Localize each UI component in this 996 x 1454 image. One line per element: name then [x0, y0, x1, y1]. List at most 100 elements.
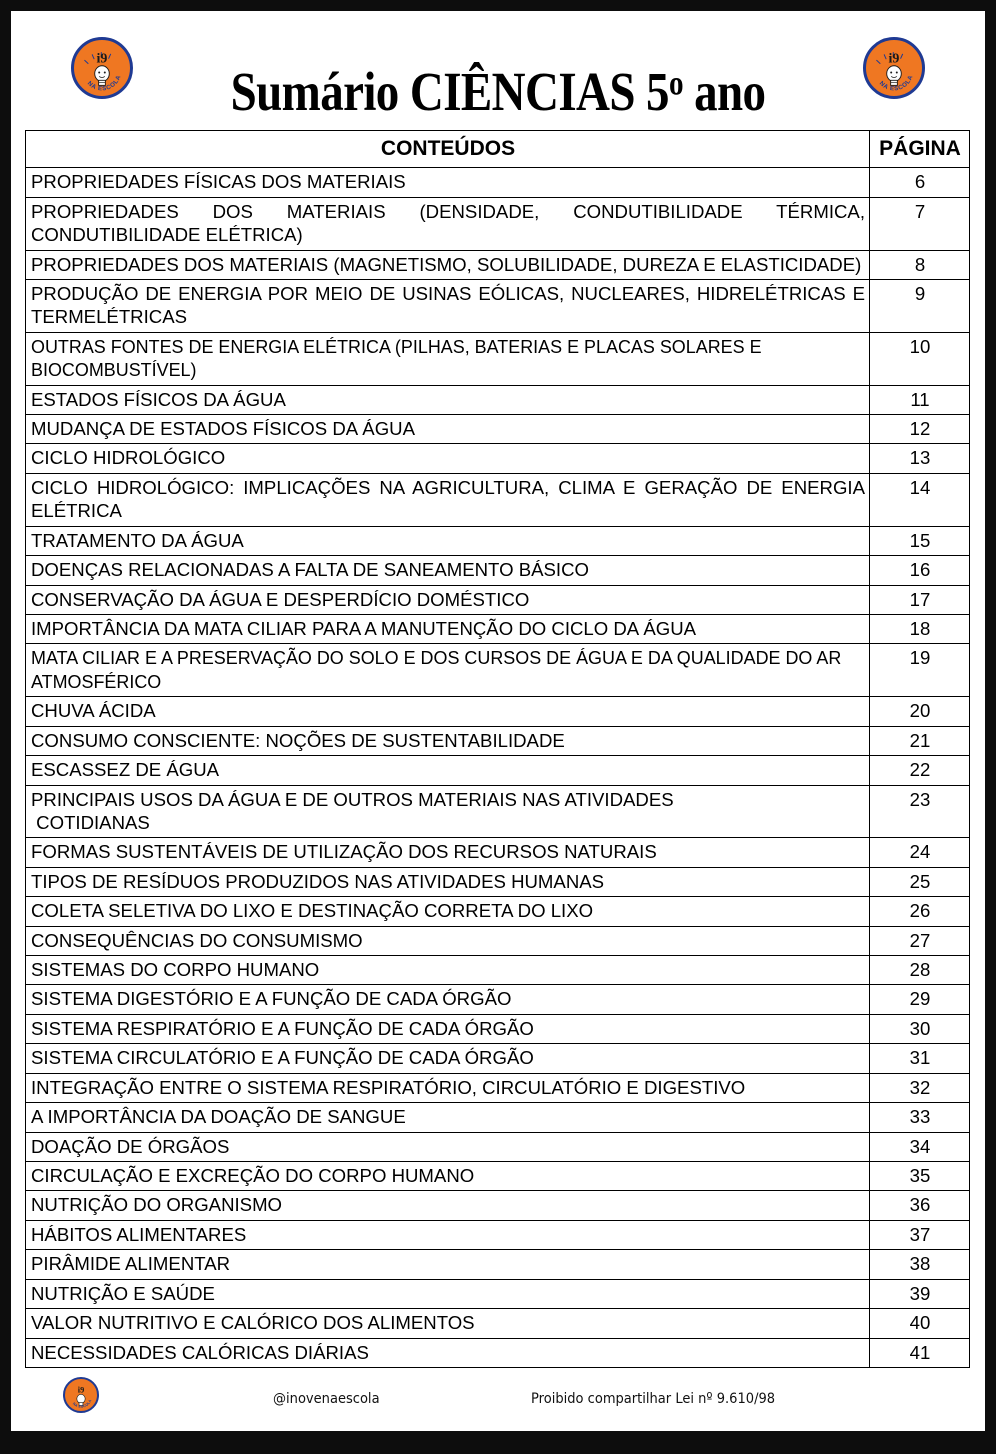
- conteudo-text: A IMPORTÂNCIA DA DOAÇÃO DE SANGUE: [31, 1106, 406, 1128]
- table-row: TIPOS DE RESÍDUOS PRODUZIDOS NAS ATIVIDA…: [25, 866, 970, 898]
- table-row: CONSUMO CONSCIENTE: NOÇÕES DE SUSTENTABI…: [25, 725, 970, 757]
- table-row: SISTEMAS DO CORPO HUMANO 28: [25, 955, 970, 986]
- conteudo-text: PROPRIEDADES FÍSICAS DOS MATERIAIS: [31, 171, 406, 193]
- cell-conteudo: CIRCULAÇÃO E EXCREÇÃO DO CORPO HUMANO: [25, 1161, 870, 1192]
- column-header-conteudos: CONTEÚDOS: [25, 129, 870, 169]
- cell-conteudo: A IMPORTÂNCIA DA DOAÇÃO DE SANGUE: [25, 1102, 870, 1133]
- table-row: CICLO HIDROLÓGICO 13: [25, 443, 970, 474]
- table-header-row: CONTEÚDOS PÁGINA: [25, 129, 970, 169]
- cell-conteudo: COLETA SELETIVA DO LIXO E DESTINAÇÃO COR…: [25, 896, 870, 927]
- cell-pagina: 41: [869, 1337, 970, 1368]
- summary-table: CONTEÚDOS PÁGINA PROPRIEDADES FÍSICAS DO…: [25, 129, 970, 1368]
- page-title-ordinal: o: [668, 65, 684, 104]
- conteudo-text: DOENÇAS RELACIONADAS A FALTA DE SANEAMEN…: [31, 559, 589, 581]
- cell-conteudo: FORMAS SUSTENTÁVEIS DE UTILIZAÇÃO DOS RE…: [25, 837, 870, 868]
- cell-conteudo: MUDANÇA DE ESTADOS FÍSICOS DA ÁGUA: [25, 414, 870, 445]
- cell-conteudo: ESCASSEZ DE ÁGUA: [25, 755, 870, 786]
- table-row: CONSERVAÇÃO DA ÁGUA E DESPERDÍCIO DOMÉST…: [25, 584, 970, 616]
- table-row: PROPRIEDADES DOS MATERIAIS (MAGNETISMO, …: [25, 249, 970, 280]
- cell-pagina: 31: [869, 1043, 970, 1074]
- cell-pagina: 25: [869, 866, 970, 898]
- conteudo-text: FORMAS SUSTENTÁVEIS DE UTILIZAÇÃO DOS RE…: [31, 841, 657, 863]
- table-row: SISTEMA CIRCULATÓRIO E A FUNÇÃO DE CADA …: [25, 1043, 970, 1074]
- conteudo-text: SISTEMA CIRCULATÓRIO E A FUNÇÃO DE CADA …: [31, 1047, 534, 1069]
- cell-conteudo: ESTADOS FÍSICOS DA ÁGUA: [25, 384, 870, 416]
- cell-conteudo: PIRÂMIDE ALIMENTAR: [25, 1249, 870, 1280]
- table-row: CHUVA ÁCIDA 20: [25, 696, 970, 727]
- conteudo-text: SISTEMA RESPIRATÓRIO E A FUNÇÃO DE CADA …: [31, 1017, 534, 1039]
- cell-conteudo: TIPOS DE RESÍDUOS PRODUZIDOS NAS ATIVIDA…: [25, 866, 870, 898]
- conteudo-text: SISTEMAS DO CORPO HUMANO: [31, 959, 320, 981]
- table-row: DOENÇAS RELACIONADAS A FALTA DE SANEAMEN…: [25, 555, 970, 586]
- svg-text:i9: i9: [889, 51, 900, 66]
- conteudo-text: MATA CILIAR E A PRESERVAÇÃO DO SOLO E DO…: [31, 647, 846, 692]
- cell-pagina: 15: [869, 525, 970, 557]
- cell-pagina: 19: [869, 643, 970, 698]
- conteudo-text: PRINCIPAIS USOS DA ÁGUA E DE OUTROS MATE…: [31, 788, 674, 833]
- cell-pagina: 37: [869, 1219, 970, 1251]
- cell-conteudo: PRODUÇÃO DE ENERGIA POR MEIO DE USINAS E…: [25, 278, 870, 333]
- conteudo-text: CICLO HIDROLÓGICO: [31, 447, 226, 469]
- conteudo-text: HÁBITOS ALIMENTARES: [31, 1223, 247, 1245]
- table-row: PIRÂMIDE ALIMENTAR 38: [25, 1249, 970, 1280]
- cell-pagina: 27: [869, 925, 970, 957]
- cell-pagina: 34: [869, 1131, 970, 1163]
- conteudo-text: SISTEMA DIGESTÓRIO E A FUNÇÃO DE CADA ÓR…: [31, 988, 512, 1010]
- cell-conteudo: SISTEMA RESPIRATÓRIO E A FUNÇÃO DE CADA …: [25, 1013, 870, 1045]
- cell-conteudo: PROPRIEDADES DOS MATERIAIS (DENSIDADE, C…: [25, 196, 871, 251]
- table-row: MUDANÇA DE ESTADOS FÍSICOS DA ÁGUA 12: [25, 414, 970, 445]
- document-footer: i9 NA ESCOLA @inovenaescola Proibido com…: [11, 1369, 985, 1431]
- conteudo-text: NUTRIÇÃO E SAÚDE: [31, 1282, 215, 1304]
- conteudo-text: PIRÂMIDE ALIMENTAR: [31, 1253, 231, 1275]
- conteudo-text: PROPRIEDADES DOS MATERIAIS (DENSIDADE, C…: [31, 200, 871, 246]
- table-row: CIRCULAÇÃO E EXCREÇÃO DO CORPO HUMANO 35: [25, 1161, 970, 1192]
- cell-pagina: 29: [869, 984, 970, 1015]
- cell-conteudo: SISTEMA DIGESTÓRIO E A FUNÇÃO DE CADA ÓR…: [25, 984, 870, 1015]
- table-row: ESCASSEZ DE ÁGUA 22: [25, 755, 970, 786]
- conteudo-text: DOAÇÃO DE ÓRGÃOS: [31, 1135, 230, 1157]
- conteudo-text: IMPORTÂNCIA DA MATA CILIAR PARA A MANUTE…: [31, 618, 697, 639]
- cell-conteudo: PROPRIEDADES FÍSICAS DOS MATERIAIS: [25, 167, 870, 198]
- table-row: CICLO HIDROLÓGICO: IMPLICAÇÕES NA AGRICU…: [25, 472, 970, 527]
- table-row: OUTRAS FONTES DE ENERGIA ELÉTRICA (PILHA…: [25, 331, 970, 386]
- cell-conteudo: CONSUMO CONSCIENTE: NOÇÕES DE SUSTENTABI…: [25, 725, 870, 757]
- cell-conteudo: CICLO HIDROLÓGICO: [25, 443, 870, 474]
- page-title: Sumário CIÊNCIAS 5o ano: [11, 64, 985, 122]
- table-row: HÁBITOS ALIMENTARES 37: [25, 1219, 970, 1251]
- cell-pagina: 6: [869, 167, 970, 198]
- cell-conteudo: SISTEMAS DO CORPO HUMANO: [25, 955, 870, 986]
- conteudo-text: TRATAMENTO DA ÁGUA: [31, 529, 244, 551]
- conteudo-text: ESCASSEZ DE ÁGUA: [31, 759, 220, 781]
- cell-conteudo: SISTEMA CIRCULATÓRIO E A FUNÇÃO DE CADA …: [25, 1043, 870, 1074]
- footer-handle: @inovenaescola: [273, 1391, 380, 1407]
- cell-pagina: 26: [869, 896, 970, 927]
- cell-conteudo: DOENÇAS RELACIONADAS A FALTA DE SANEAMEN…: [25, 555, 870, 586]
- cell-pagina: 14: [869, 472, 970, 527]
- svg-text:i9: i9: [78, 1385, 84, 1394]
- cell-conteudo: CICLO HIDROLÓGICO: IMPLICAÇÕES NA AGRICU…: [25, 472, 870, 527]
- page-title-suffix: ano: [682, 62, 766, 124]
- cell-pagina: 23: [869, 784, 970, 839]
- i9-na-escola-logo-icon: l l l l i9 NA ESCOLA: [71, 37, 133, 99]
- table-row: SISTEMA DIGESTÓRIO E A FUNÇÃO DE CADA ÓR…: [25, 984, 970, 1015]
- table-row: PROPRIEDADES DOS MATERIAIS (DENSIDADE, C…: [25, 196, 970, 251]
- table-row: INTEGRAÇÃO ENTRE O SISTEMA RESPIRATÓRIO,…: [25, 1072, 970, 1104]
- conteudo-text: CHUVA ÁCIDA: [31, 700, 156, 722]
- cell-pagina: 21: [869, 725, 970, 757]
- table-row: VALOR NUTRITIVO E CALÓRICO DOS ALIMENTOS…: [25, 1308, 970, 1339]
- column-header-pagina: PÁGINA: [869, 129, 970, 169]
- cell-pagina: 8: [869, 249, 970, 280]
- i9-na-escola-logo-icon-right: l l l l i9 NA ESCOLA: [863, 37, 925, 99]
- cell-pagina: 24: [869, 837, 970, 868]
- cell-pagina: 16: [869, 555, 970, 586]
- cell-pagina: 39: [869, 1278, 970, 1310]
- table-row: A IMPORTÂNCIA DA DOAÇÃO DE SANGUE 33: [25, 1102, 970, 1133]
- conteudo-text: TIPOS DE RESÍDUOS PRODUZIDOS NAS ATIVIDA…: [31, 870, 605, 892]
- cell-conteudo: CONSERVAÇÃO DA ÁGUA E DESPERDÍCIO DOMÉST…: [25, 584, 870, 616]
- table-row: ESTADOS FÍSICOS DA ÁGUA 11: [25, 384, 970, 416]
- cell-pagina: 13: [869, 443, 970, 474]
- cell-pagina: 22: [869, 755, 970, 786]
- table-row: NECESSIDADES CALÓRICAS DIÁRIAS 41: [25, 1337, 970, 1368]
- cell-pagina: 35: [869, 1161, 970, 1192]
